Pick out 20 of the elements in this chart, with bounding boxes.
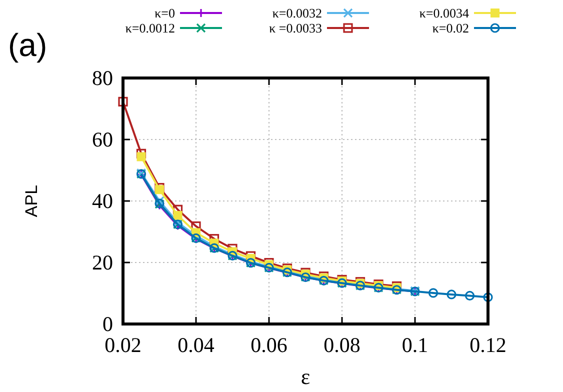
- legend-label: κ=0.0012: [125, 20, 175, 36]
- legend-label: κ=0.0034: [419, 6, 470, 20]
- y-axis-title: APL: [22, 184, 41, 218]
- y-tick-label: 40: [92, 189, 113, 213]
- y-tick-label: 20: [92, 250, 113, 274]
- legend-label: κ=0: [154, 6, 175, 20]
- x-tick-label: 0.04: [178, 333, 215, 357]
- legend-label: κ =0.0033: [269, 20, 322, 36]
- x-tick-label: 0.1: [402, 333, 428, 357]
- legend-label: κ=0.02: [432, 20, 469, 36]
- x-tick-label: 0.08: [324, 333, 360, 357]
- x-axis-title: ε: [300, 364, 310, 389]
- legend-label: κ=0.0032: [272, 6, 322, 20]
- x-tick-label: 0.02: [104, 333, 142, 357]
- x-tick-label: 0.12: [470, 333, 506, 357]
- x-tick-label: 0.06: [250, 333, 288, 357]
- text: (a): [8, 27, 48, 63]
- y-tick-label: 60: [92, 128, 113, 152]
- y-tick-label: 80: [92, 66, 113, 90]
- y-tick-label: 0: [102, 312, 113, 336]
